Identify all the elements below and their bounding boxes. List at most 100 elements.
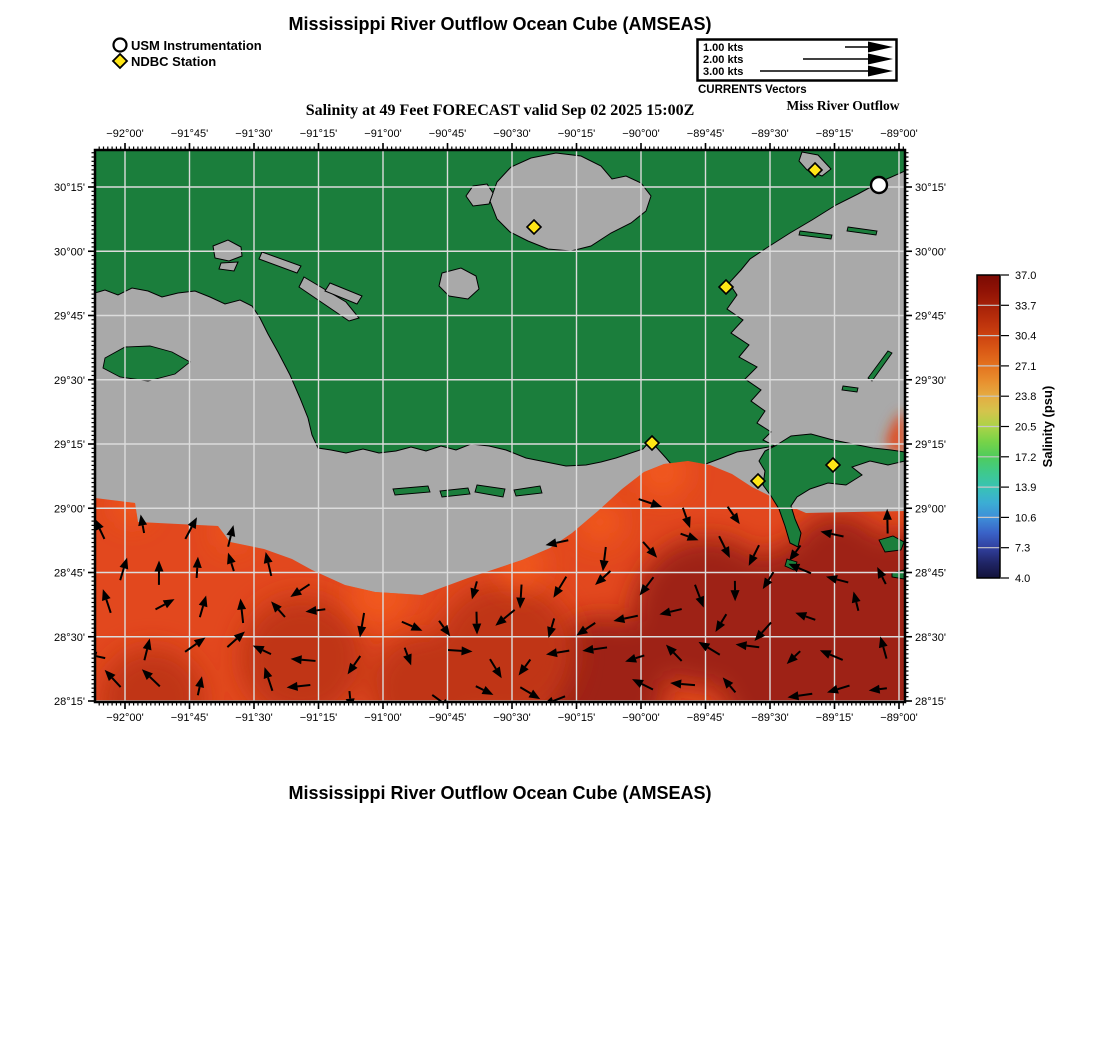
lake [218,261,239,272]
y-axis-tick-label-left: 28°30' [54,632,85,644]
x-axis-tick-label-top: −91°00' [364,128,401,140]
island [867,350,893,382]
current-vector-arrow [226,525,236,537]
x-axis-tick-label-top: −92°00' [106,128,143,140]
x-axis-tick-label-bottom: −91°00' [364,712,401,724]
y-axis-tick-label-right: 29°15' [915,439,946,451]
y-axis-tick-label-right: 29°30' [915,375,946,387]
miss-river-outflow-label: Miss River Outflow [787,98,900,113]
land-mass [95,150,905,471]
current-vector-arrow [104,669,116,681]
current-vector-arrow [440,624,451,637]
current-vector-arrow [95,518,104,531]
current-vector-arrow [762,577,773,590]
currents-row-2: 2.00 kts [703,54,743,66]
colorbar-tick-label: 30.4 [1015,331,1036,343]
current-vector-arrow [735,641,747,651]
current-vector-arrow [599,559,609,572]
x-axis-tick-label-top: −89°00' [880,128,917,140]
current-vector-arrow [233,631,245,643]
colorbar-tick-label: 4.0 [1015,573,1030,585]
current-vector-arrow [528,689,541,700]
currents-row-1: 1.00 kts [703,42,743,54]
y-axis-tick-label-right: 30°15' [915,182,946,194]
ndbc-station-marker [525,218,543,236]
current-vector-arrow [582,644,594,654]
current-vector-arrow [518,664,529,676]
colorbar-title: Salinity (psu) [1040,386,1055,468]
current-vector-arrow [141,669,153,681]
current-vector-arrow [154,560,164,572]
forecast-subtitle: Salinity at 49 Feet FORECAST valid Sep 0… [306,102,695,119]
y-axis-tick-label-right: 29°00' [915,503,946,515]
colorbar: 37.0 33.7 30.4 27.1 23.8 20.5 17.2 13.9 10.6 7.3 4… [976,270,1055,585]
y-axis-tick-label-left: 29°00' [54,503,85,515]
x-axis-tick-label-bottom: −90°15' [558,712,595,724]
currents-row-3: 3.00 kts [703,66,743,78]
current-vector-arrow [878,636,888,649]
colorbar-tick-label: 27.1 [1015,361,1036,373]
colorbar-tick-label: 23.8 [1015,391,1036,403]
colorbar-tick-label: 20.5 [1015,422,1036,434]
current-vector-arrow [632,679,644,689]
x-axis-tick-label-bottom: −90°00' [622,712,659,724]
x-axis-tick-label-top: −90°45' [429,128,466,140]
y-axis-tick-label-right: 28°30' [915,632,946,644]
x-axis-tick-label-top: −90°30' [493,128,530,140]
current-vector-arrow [613,614,626,624]
usm-station-marker [869,175,889,195]
y-axis-tick-label-right: 29°45' [915,311,946,323]
current-vector-arrow [290,655,302,665]
colorbar-tick-label: 37.0 [1015,270,1036,282]
colorbar-tick-label: 10.6 [1015,512,1036,524]
current-vector-field [95,498,892,702]
lake [438,267,480,300]
colorbar-ticks: 37.0 33.7 30.4 27.1 23.8 20.5 17.2 13.9 10.6 7.3 4… [977,270,1036,585]
current-vector-arrow [730,590,740,602]
ndbc-station-marker [643,434,661,452]
current-vector-arrow [142,638,152,651]
current-vector-arrow [789,549,800,561]
y-axis-tick-label-left: 30°00' [54,246,85,258]
current-vector-arrow [237,598,247,610]
colorbar-tick-label: 13.9 [1015,482,1036,494]
usm-marker-icon [112,37,128,53]
current-vector-arrow [682,516,691,529]
current-vector-arrow [748,553,758,566]
current-vector-arrow [461,646,473,656]
current-vector-arrow [650,499,663,508]
island [474,484,506,498]
current-vector-arrow [516,597,526,609]
current-vector-arrow [754,629,766,641]
current-vector-arrow [595,574,607,585]
x-axis-tick-label-top: −90°00' [622,128,659,140]
current-vector-arrow [481,685,494,695]
ndbc-station-marker [749,472,767,490]
current-vector-arrow [403,653,412,666]
x-axis-tick-label-bottom: −89°30' [751,712,788,724]
current-vector-arrow [698,641,711,652]
current-vector-arrow [187,517,197,530]
current-vector-arrow [545,538,558,548]
current-vector-arrow [625,653,637,663]
current-vector-arrow [347,662,358,675]
lake [298,276,360,322]
current-vector-arrow [472,623,482,635]
x-axis-tick-label-top: −89°30' [751,128,788,140]
x-axis-tick-label-bottom: −91°30' [235,712,272,724]
current-vector-arrow [227,552,236,565]
current-vector-arrow [882,508,892,520]
current-vector-arrow [305,605,317,615]
current-vector-arrow [410,622,423,631]
current-vector-arrow [646,546,658,558]
x-axis-tick-label-top: −89°45' [687,128,724,140]
ndbc-station-marker [806,161,824,179]
y-axis-tick-label-left: 29°30' [54,375,85,387]
y-axis-tick-label-left: 29°45' [54,311,85,323]
current-vector-arrow [492,666,502,679]
current-vector-arrow [639,583,650,596]
island [878,535,905,553]
island [513,485,543,497]
currents-arrow-tails [760,46,872,72]
lake [258,251,302,274]
